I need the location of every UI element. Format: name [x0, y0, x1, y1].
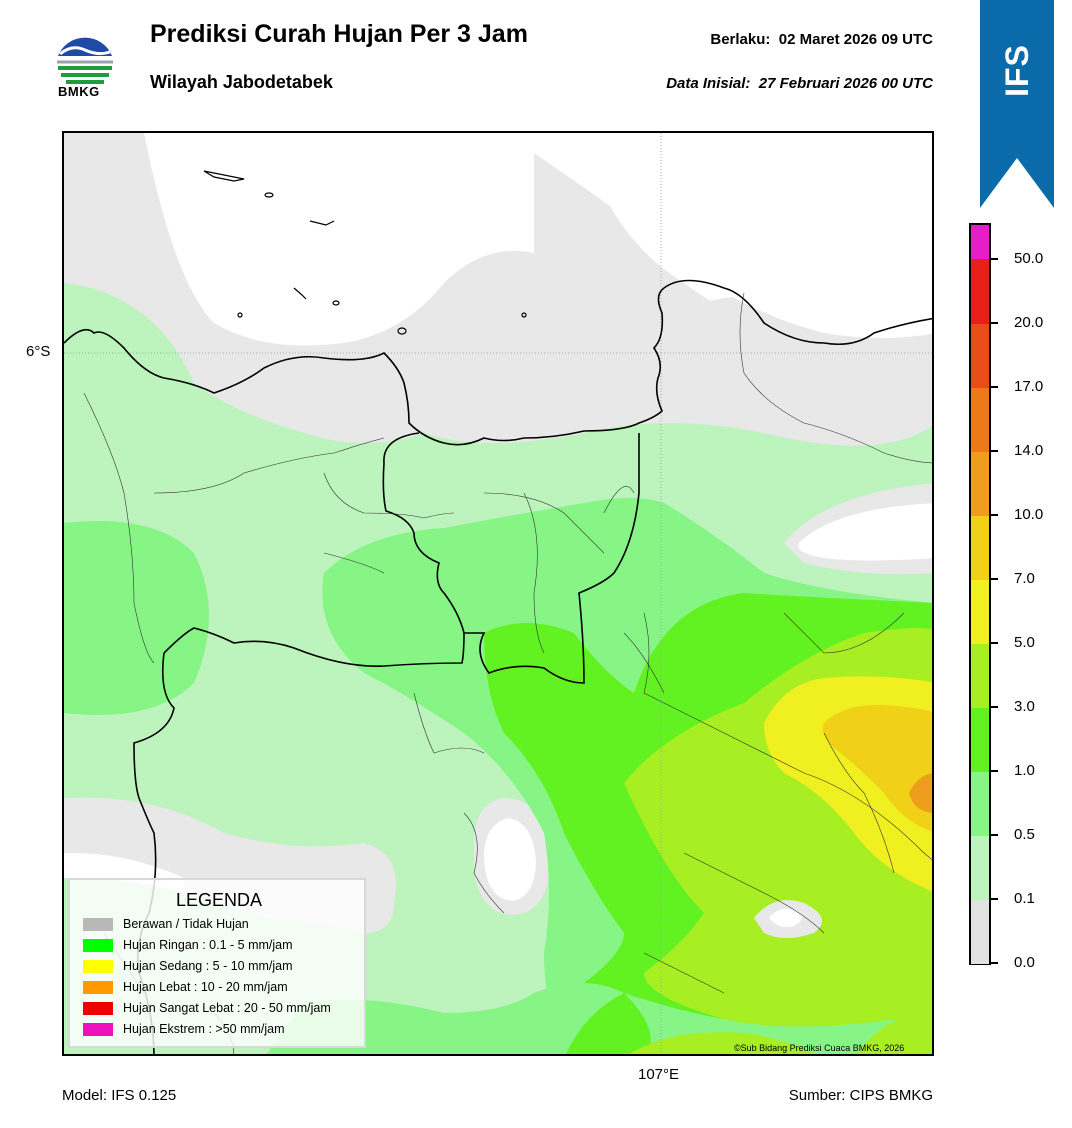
legend-label: Berawan / Tidak Hujan — [123, 917, 249, 931]
colorbar-segment — [971, 323, 989, 388]
island — [293, 287, 307, 300]
valid-time: Berlaku: 02 Maret 2026 09 UTC — [710, 31, 933, 48]
province-border-south — [163, 627, 465, 667]
ifs-ribbon — [980, 0, 1054, 208]
colorbar-tick-label: 14.0 — [1014, 442, 1044, 459]
legend-item: Hujan Lebat : 10 - 20 mm/jam — [83, 979, 288, 995]
lat-tick-label: 6°S — [26, 343, 51, 360]
colorbar-segment — [971, 387, 989, 452]
colorbar-segment — [971, 771, 989, 836]
colorbar-tick — [991, 322, 998, 324]
island — [309, 220, 335, 226]
colorbar-tick — [991, 258, 998, 260]
colorbar-tick-label: 0.5 — [1014, 826, 1035, 843]
colorbar-tick-label: 7.0 — [1014, 570, 1035, 587]
yellow-green-area-southeast — [856, 1011, 932, 1054]
colorbar-segment — [971, 259, 989, 324]
source-info: Sumber: CIPS BMKG — [788, 1087, 933, 1104]
island — [521, 312, 527, 318]
colorbar-segment — [971, 643, 989, 708]
page-title: Prediksi Curah Hujan Per 3 Jam — [150, 20, 528, 48]
colorbar-tick-label: 17.0 — [1014, 378, 1044, 395]
district-borders — [83, 292, 932, 1054]
colorbar-tick — [991, 706, 998, 708]
coastline — [64, 279, 932, 446]
init-label: Data Inisial: — [666, 75, 751, 92]
legend-swatch — [83, 917, 113, 931]
gold-area — [822, 704, 932, 832]
white-area-south-central — [484, 818, 536, 901]
colorbar-tick-label: 1.0 — [1014, 762, 1035, 779]
colorbar-tick-label: 0.1 — [1014, 890, 1035, 907]
colorbar — [969, 223, 991, 965]
map-credit: ©Sub Bidang Prediksi Cuaca BMKG, 2026 — [734, 1043, 905, 1053]
bright-green-area-south — [565, 993, 651, 1054]
colorbar-tick-label: 50.0 — [1014, 250, 1044, 267]
orange-area — [909, 773, 932, 813]
bmkg-logo — [56, 33, 114, 91]
colorbar-segment — [971, 707, 989, 772]
legend-swatch — [83, 1001, 113, 1015]
legend-label: Hujan Sangat Lebat : 20 - 50 mm/jam — [123, 1001, 331, 1015]
legend-label: Hujan Ringan : 0.1 - 5 mm/jam — [123, 938, 293, 952]
legend-label: Hujan Ekstrem : >50 mm/jam — [123, 1022, 285, 1036]
colorbar-tick — [991, 450, 998, 452]
island — [332, 300, 340, 306]
legend-item: Hujan Ekstrem : >50 mm/jam — [83, 1021, 285, 1037]
colorbar-tick — [991, 834, 998, 836]
colorbar-tick — [991, 642, 998, 644]
page-subtitle: Wilayah Jabodetabek — [150, 72, 333, 92]
valid-label: Berlaku: — [710, 31, 771, 48]
colorbar-segment — [971, 579, 989, 644]
colorbar-tick — [991, 962, 998, 964]
colorbar-tick — [991, 578, 998, 580]
island — [264, 192, 274, 198]
legend-item: Hujan Sedang : 5 - 10 mm/jam — [83, 958, 293, 974]
island — [237, 312, 243, 318]
white-area-east — [798, 503, 932, 561]
legend: LEGENDA Berawan / Tidak Hujan Hujan Ring… — [68, 878, 366, 1048]
legend-swatch — [83, 959, 113, 973]
colorbar-tick — [991, 514, 998, 516]
valid-value: 02 Maret 2026 09 UTC — [778, 31, 933, 48]
colorbar-tick-label: 5.0 — [1014, 634, 1035, 651]
colorbar-segment — [971, 225, 989, 259]
legend-swatch — [83, 938, 113, 952]
colorbar-tick-label: 20.0 — [1014, 314, 1044, 331]
legend-item: Hujan Ringan : 0.1 - 5 mm/jam — [83, 937, 293, 953]
island — [203, 170, 245, 182]
legend-title: LEGENDA — [175, 890, 263, 910]
colorbar-segment — [971, 835, 989, 900]
init-time: Data Inisial: 27 Februari 2026 00 UTC — [666, 75, 933, 92]
province-border-east — [382, 432, 640, 684]
colorbar-tick-label: 10.0 — [1014, 506, 1044, 523]
colorbar-tick-label: 3.0 — [1014, 698, 1035, 715]
island — [397, 327, 407, 335]
grey-area-coast — [164, 258, 836, 433]
colorbar-segment — [971, 515, 989, 580]
ribbon-text: IFS — [998, 43, 1035, 97]
colorbar-tick-label: 0.0 — [1014, 954, 1035, 971]
lon-tick-label: 107°E — [638, 1066, 680, 1083]
legend-item: Hujan Sangat Lebat : 20 - 50 mm/jam — [83, 1000, 331, 1016]
init-value: 27 Februari 2026 00 UTC — [758, 75, 933, 92]
colorbar-tick — [991, 386, 998, 388]
legend-swatch — [83, 1022, 113, 1036]
legend-label: Hujan Lebat : 10 - 20 mm/jam — [123, 980, 288, 994]
legend-label: Hujan Sedang : 5 - 10 mm/jam — [123, 959, 293, 973]
colorbar-segment — [971, 899, 989, 964]
yellow-green-area-south — [629, 1032, 816, 1054]
colorbar-segment — [971, 451, 989, 516]
white-area-sea — [64, 133, 534, 346]
colorbar-tick — [991, 770, 998, 772]
green-area-west — [64, 521, 209, 715]
legend-swatch — [83, 980, 113, 994]
legend-item: Berawan / Tidak Hujan — [83, 916, 249, 932]
colorbar-tick — [991, 898, 998, 900]
white-area-south-east — [769, 908, 803, 927]
model-info: Model: IFS 0.125 — [62, 1087, 177, 1104]
white-area-northeast-2 — [504, 133, 924, 283]
logo-text: BMKG — [58, 84, 100, 99]
